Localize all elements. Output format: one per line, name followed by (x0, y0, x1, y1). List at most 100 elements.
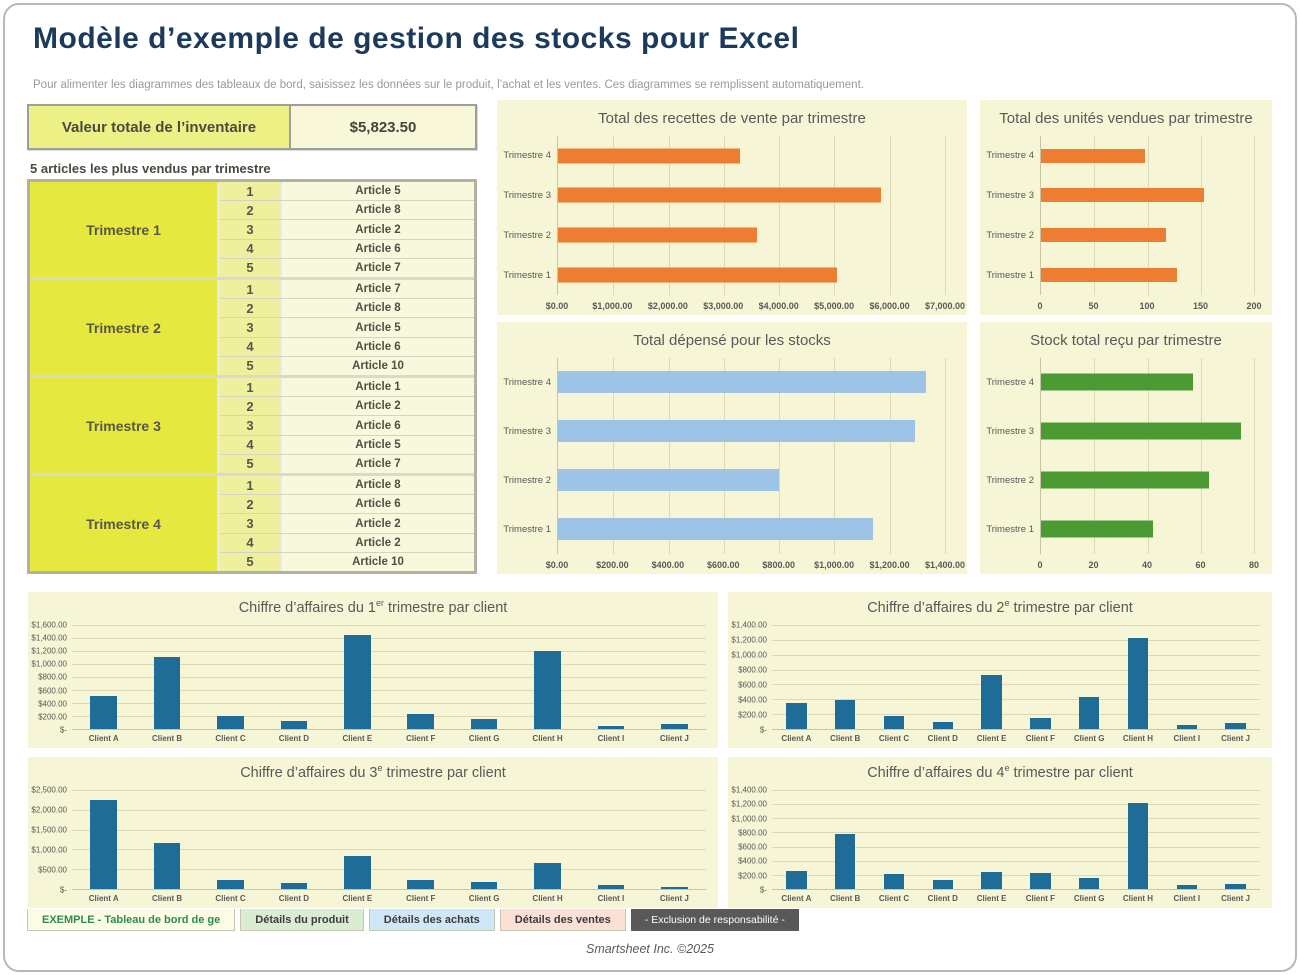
chart-ca-trimestre2-panel[interactable]: Chiffre d’affaires du 2e trimestre par c… (728, 592, 1272, 748)
category-label: Client G (1073, 734, 1105, 743)
category-label: Client E (976, 734, 1007, 743)
article-cell[interactable]: Article 7 (282, 280, 474, 299)
quarter-cell[interactable]: Trimestre 4 (30, 476, 220, 571)
rank-cell[interactable]: 4 (220, 239, 282, 258)
category-label: Trimestre 4 (503, 376, 551, 388)
quarter-cell[interactable]: Trimestre 2 (30, 280, 220, 375)
category-label: Client J (659, 894, 689, 903)
tick-label: $1,000.00 (731, 814, 767, 824)
quarter-cell[interactable]: Trimestre 3 (30, 378, 220, 473)
bars-layer (772, 790, 1260, 889)
rank-cell[interactable]: 5 (220, 552, 282, 572)
rank-cell[interactable]: 3 (220, 220, 282, 239)
inventory-total-value[interactable]: $5,823.50 (291, 106, 475, 148)
chart-recettes-vente-panel[interactable]: Total des recettes de vente par trimestr… (497, 100, 967, 315)
rank-cell[interactable]: 1 (220, 476, 282, 495)
bar (344, 855, 371, 889)
category-label: Client F (1025, 894, 1056, 903)
rank-cell[interactable]: 3 (220, 318, 282, 337)
article-cell[interactable]: Article 5 (282, 318, 474, 337)
rank-cell[interactable]: 5 (220, 356, 282, 376)
tab-exclusion-de-responsabilite[interactable]: - Exclusion de responsabilité - (630, 909, 799, 931)
chart-ca-trimestre3-panel[interactable]: Chiffre d’affaires du 3e trimestre par c… (28, 757, 718, 908)
tab-details-du-produit[interactable]: Détails du produit (240, 909, 364, 931)
article-cell[interactable]: Article 6 (282, 416, 474, 435)
rank-cell[interactable]: 4 (220, 337, 282, 356)
gridline (779, 135, 781, 295)
rank-cell[interactable]: 3 (220, 416, 282, 435)
article-cell[interactable]: Article 6 (282, 239, 474, 258)
article-cell[interactable]: Article 8 (282, 476, 474, 495)
article-cell[interactable]: Article 1 (282, 378, 474, 397)
article-cell[interactable]: Article 8 (282, 201, 474, 220)
rank-cell[interactable]: 3 (220, 514, 282, 533)
bar-slot (1016, 790, 1065, 889)
article-cell[interactable]: Article 7 (282, 258, 474, 278)
table-row: 1 Article 1 (220, 378, 474, 398)
article-cell[interactable]: Article 6 (282, 495, 474, 514)
bar-slot (1211, 790, 1260, 889)
article-cell[interactable]: Article 8 (282, 299, 474, 318)
rank-cell[interactable]: 4 (220, 435, 282, 454)
bar (153, 842, 181, 889)
rank-cell[interactable]: 2 (220, 397, 282, 416)
quarter-cell[interactable]: Trimestre 1 (30, 182, 220, 277)
category-label: Client B (830, 734, 861, 743)
plot-area-wrap: 0 50 100 150 200 (1037, 135, 1272, 315)
chart-unites-vendues-panel[interactable]: Total des unités vendues par trimestre Tr… (980, 100, 1272, 315)
article-cell[interactable]: Article 5 (282, 182, 474, 201)
bar-slot (1065, 625, 1114, 729)
article-cell[interactable]: Article 10 (282, 552, 474, 572)
tick-label: 80 (1248, 560, 1260, 570)
bar-slot (1114, 790, 1163, 889)
article-cell[interactable]: Article 7 (282, 454, 474, 474)
x-axis-labels: 0 50 100 150 200 (1037, 295, 1261, 315)
article-cell[interactable]: Article 2 (282, 397, 474, 416)
plot-area (772, 624, 1260, 730)
article-cell[interactable]: Article 10 (282, 356, 474, 376)
plot-area-wrap: Client A Client B Client C Client D Client E… (72, 789, 718, 908)
bar-slot (772, 625, 821, 729)
gridline (772, 624, 1260, 626)
bar (932, 879, 954, 889)
rank-cell[interactable]: 2 (220, 299, 282, 318)
bar (1127, 803, 1149, 889)
tab-details-des-ventes[interactable]: Détails des ventes (499, 909, 626, 931)
rank-cell[interactable]: 1 (220, 182, 282, 201)
x-axis-labels: 0 20 40 60 80 (1037, 554, 1259, 574)
table-row: 4 Article 2 (220, 533, 474, 553)
rank-cell[interactable]: 5 (220, 454, 282, 474)
chart-ca-trimestre1-panel[interactable]: Chiffre d’affaires du 1er trimestre par … (28, 592, 718, 748)
bar-slot (967, 625, 1016, 729)
tab-details-des-achats[interactable]: Détails des achats (368, 909, 495, 931)
article-cell[interactable]: Article 6 (282, 337, 474, 356)
category-label: Client H (1122, 894, 1154, 903)
plot-area-wrap: $0.00 $1,000.00 $2,000.00 $3,000.00 $4,000.0… (546, 135, 967, 315)
article-cell[interactable]: Article 5 (282, 435, 474, 454)
tick-label: $1,200.00 (731, 635, 767, 645)
chart-total-depense-panel[interactable]: Total dépensé pour les stocks Trimestre 4… (497, 322, 967, 574)
tick-label: $1,400.00 (31, 633, 67, 643)
article-cell[interactable]: Article 2 (282, 533, 474, 552)
category-label: Client A (88, 734, 119, 743)
bar (280, 882, 308, 889)
chart-stock-recu-panel[interactable]: Stock total reçu par trimestre Trimestre … (980, 322, 1272, 574)
category-label: Client C (878, 734, 910, 743)
category-label: Client G (468, 894, 500, 903)
article-cell[interactable]: Article 2 (282, 220, 474, 239)
plot-area (772, 789, 1260, 890)
quarter-group: Trimestre 4 1 Article 8 2 Article 6 3 Article … (30, 476, 474, 572)
tab-exemple-tableau-de-bord[interactable]: EXEMPLE - Tableau de bord de ge (27, 909, 236, 931)
rank-cell[interactable]: 2 (220, 495, 282, 514)
rank-cell[interactable]: 4 (220, 533, 282, 552)
article-cell[interactable]: Article 2 (282, 514, 474, 533)
chart-ca-trimestre4-panel[interactable]: Chiffre d’affaires du 4e trimestre par c… (728, 757, 1272, 908)
category-label: Client C (878, 894, 910, 903)
quarter-rows: 1 Article 7 2 Article 8 3 Article 5 4 Article 6… (220, 280, 474, 376)
rank-cell[interactable]: 5 (220, 258, 282, 278)
rank-cell[interactable]: 2 (220, 201, 282, 220)
gridline (72, 715, 706, 717)
rank-cell[interactable]: 1 (220, 280, 282, 299)
rank-cell[interactable]: 1 (220, 378, 282, 397)
bars-layer (72, 625, 706, 729)
